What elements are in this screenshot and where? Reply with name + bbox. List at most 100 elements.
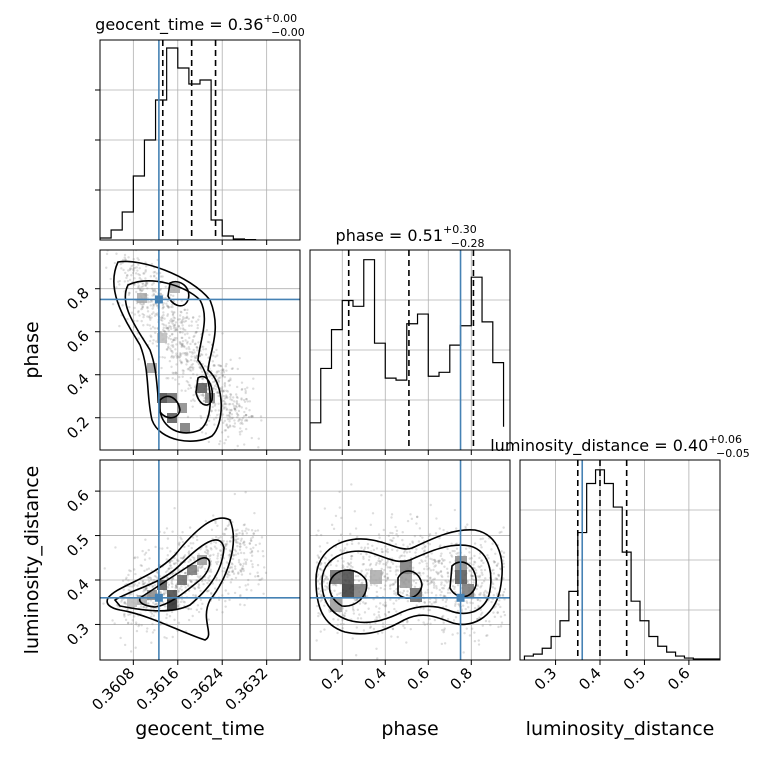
scatter-p02-pt-213	[149, 578, 153, 581]
scatter-p02-pt-727	[155, 602, 159, 606]
scatter-p12-pt-860	[419, 534, 422, 538]
heat-p12-cell-3	[354, 584, 366, 598]
scatter-p12-pt-758	[391, 562, 395, 565]
scatter-p02-pt-675	[193, 558, 196, 562]
scatter-p02-pt-99	[221, 611, 224, 614]
xtick-label-phase-2: 0.6	[404, 664, 434, 694]
scatter-p02-pt-3	[212, 514, 215, 517]
scatter-p01-pt-555	[146, 305, 149, 309]
scatter-p01-pt-575	[138, 266, 141, 270]
scatter-p12-pt-997	[384, 614, 388, 617]
scatter-p01-pt-897	[133, 313, 136, 316]
scatter-p01-pt-303	[152, 311, 155, 314]
scatter-p01-pt-890	[130, 311, 134, 314]
scatter-p12-pt-259	[370, 567, 373, 571]
scatter-p12-pt-494	[362, 601, 365, 604]
scatter-p01-pt-452	[124, 271, 127, 275]
scatter-p12-pt-108	[391, 627, 395, 630]
scatter-p02-pt-588	[172, 562, 176, 565]
scatter-p12-pt-632	[323, 555, 326, 559]
scatter-p12-pt-455	[401, 530, 404, 534]
scatter-p02-pt-626	[139, 564, 143, 567]
scatter-p02-pt-214	[175, 586, 178, 589]
scatter-p02-pt-505	[195, 579, 198, 582]
scatter-p12-pt-643	[422, 607, 425, 610]
xtick-label-luminosity_distance-3: 0.6	[664, 664, 694, 694]
scatter-p02-pt-652	[234, 576, 238, 580]
scatter-p01-pt-323	[215, 391, 219, 394]
scatter-p02-pt-61	[191, 542, 195, 545]
scatter-p02-pt-106	[170, 578, 173, 581]
scatter-p12-pt-649	[358, 602, 362, 605]
scatter-p12-pt-489	[423, 546, 426, 549]
title-geocent-time-name: geocent_time	[95, 15, 204, 35]
scatter-p01-pt-384	[194, 342, 197, 345]
scatter-p01-pt-14	[181, 336, 184, 340]
scatter-p01-pt-410	[235, 412, 239, 415]
scatter-p01-pt-848	[214, 402, 217, 406]
scatter-p01-pt-861	[118, 324, 121, 328]
scatter-p01-pt-807	[164, 330, 167, 334]
scatter-p01-pt-702	[241, 422, 244, 426]
scatter-p12-pt-211	[479, 613, 483, 616]
scatter-p12-pt-300	[365, 568, 368, 571]
scatter-p12-pt-21	[480, 571, 484, 574]
scatter-p12-pt-841	[342, 565, 345, 568]
scatter-p01-pt-415	[166, 327, 170, 330]
scatter-p01-pt-64	[233, 408, 237, 411]
title-geocent-time-value: 0.36	[228, 15, 264, 34]
scatter-p12-pt-25	[411, 541, 415, 544]
scatter-p12-pt-282	[441, 559, 445, 563]
scatter-p01-pt-855	[97, 299, 99, 301]
scatter-p12-pt-319	[481, 537, 485, 540]
scatter-p02-pt-577	[209, 554, 212, 557]
scatter-p01-pt-7	[179, 342, 183, 345]
scatter-p02-pt-545	[210, 591, 213, 595]
scatter-p01-pt-603	[208, 333, 211, 336]
scatter-p02-pt-38	[189, 559, 192, 562]
scatter-p12-pt-699	[412, 566, 415, 569]
scatter-p02-pt-394	[235, 534, 238, 538]
scatter-p01-pt-377	[168, 324, 171, 328]
scatter-p12-pt-379	[336, 623, 339, 627]
scatter-p12-pt-839	[491, 582, 495, 586]
scatter-p12-pt-69	[402, 624, 405, 628]
scatter-p02-pt-22	[180, 588, 183, 591]
scatter-p12-pt-618	[469, 601, 472, 604]
scatter-p01-pt-771	[186, 354, 189, 357]
scatter-p02-pt-272	[221, 570, 224, 573]
heat-p12-cell-0	[330, 570, 342, 584]
scatter-p01-pt-144	[171, 344, 175, 347]
scatter-p02-pt-310	[226, 573, 229, 576]
scatter-p01-pt-634	[165, 348, 169, 351]
scatter-p02-pt-631	[225, 540, 229, 543]
scatter-p02-pt-318	[242, 540, 246, 543]
scatter-p01-pt-4	[137, 287, 140, 290]
scatter-p12-pt-964	[317, 587, 320, 590]
scatter-p01-pt-40	[174, 371, 177, 375]
scatter-p02-pt-92	[187, 607, 190, 610]
scatter-p01-pt-485	[181, 342, 184, 346]
scatter-p01-pt-691	[193, 351, 196, 354]
hist-panel-phase	[310, 250, 510, 450]
scatter-p01-pt-695	[192, 393, 195, 397]
scatter-p01-pt-392	[222, 421, 225, 424]
scatter-p12-pt-801	[436, 572, 440, 576]
scatter-p01-pt-884	[217, 370, 220, 373]
scatter-p12-pt-969	[394, 591, 398, 595]
scatter-p12-pt-808	[394, 580, 397, 583]
scatter-p12-pt-898	[395, 610, 398, 613]
scatter-p12-pt-778	[425, 556, 428, 559]
scatter-p01-pt-251	[193, 359, 196, 362]
scatter-p02-pt-796	[228, 566, 231, 570]
scatter-p01-pt-793	[123, 280, 127, 283]
scatter-p02-pt-523	[155, 575, 158, 578]
scatter-p01-pt-312	[172, 339, 175, 342]
scatter-p01-pt-641	[137, 309, 140, 313]
scatter-p01-pt-219	[120, 267, 123, 270]
scatter-p12-pt-792	[364, 574, 367, 577]
scatter-p01-pt-520	[148, 339, 152, 343]
scatter-p12-pt-4	[390, 560, 393, 564]
scatter-p01-pt-552	[152, 305, 155, 308]
scatter-p01-pt-268	[216, 354, 219, 357]
